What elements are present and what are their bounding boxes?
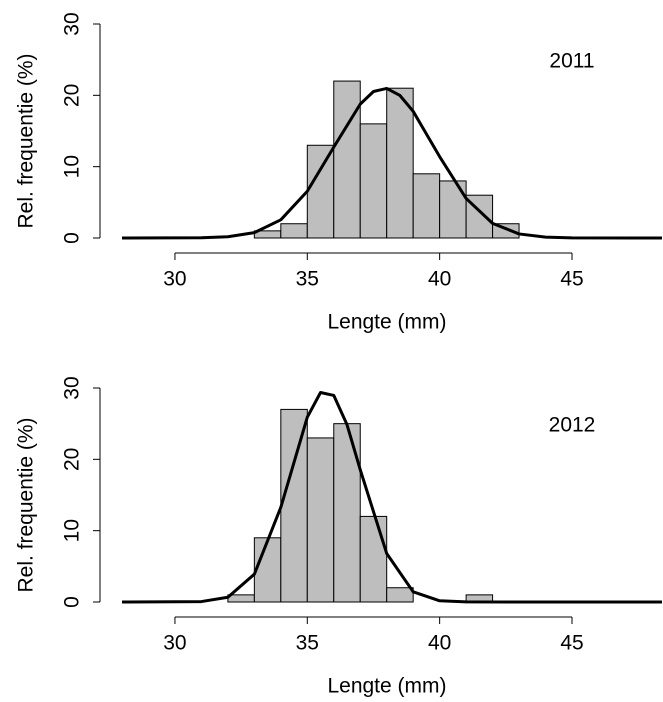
y-tick-label: 0 [61, 232, 84, 244]
bar [306, 437, 335, 603]
bar [227, 594, 255, 603]
annotation: 2011 [549, 50, 594, 73]
bar [412, 173, 441, 239]
y-axis-label: Rel. frequentie (%) [15, 417, 38, 592]
y-tick-label: 20 [61, 84, 84, 107]
x-tick-label: 40 [428, 268, 451, 291]
y-tick-label: 0 [61, 596, 84, 608]
x-tick-label: 35 [296, 268, 319, 291]
bar [280, 408, 308, 603]
x-tick-label: 35 [296, 632, 319, 655]
x-tick-label: 45 [560, 268, 583, 291]
y-tick-label: 20 [61, 448, 84, 471]
y-tick-label: 10 [61, 155, 84, 178]
annotation: 2012 [549, 414, 596, 437]
y-tick-label: 30 [61, 12, 84, 35]
x-tick-label: 40 [428, 632, 451, 655]
bar [306, 144, 335, 239]
bar [386, 587, 414, 603]
x-tick-label: 45 [560, 632, 583, 655]
x-axis-label: Lengte (mm) [327, 311, 446, 334]
x-tick-label: 30 [163, 632, 186, 655]
density-curve [121, 86, 663, 240]
bar [280, 223, 308, 239]
density-curve [121, 390, 663, 604]
bar [386, 87, 414, 239]
bar [333, 80, 361, 239]
bar [253, 537, 282, 603]
bar [359, 123, 388, 239]
x-axis-label: Lengte (mm) [327, 675, 446, 698]
bar [359, 515, 388, 603]
y-tick-label: 10 [61, 519, 84, 542]
bar [333, 423, 361, 603]
y-axis-label: Rel. frequentie (%) [15, 53, 38, 228]
y-tick-label: 30 [61, 376, 84, 399]
x-tick-label: 30 [163, 268, 186, 291]
